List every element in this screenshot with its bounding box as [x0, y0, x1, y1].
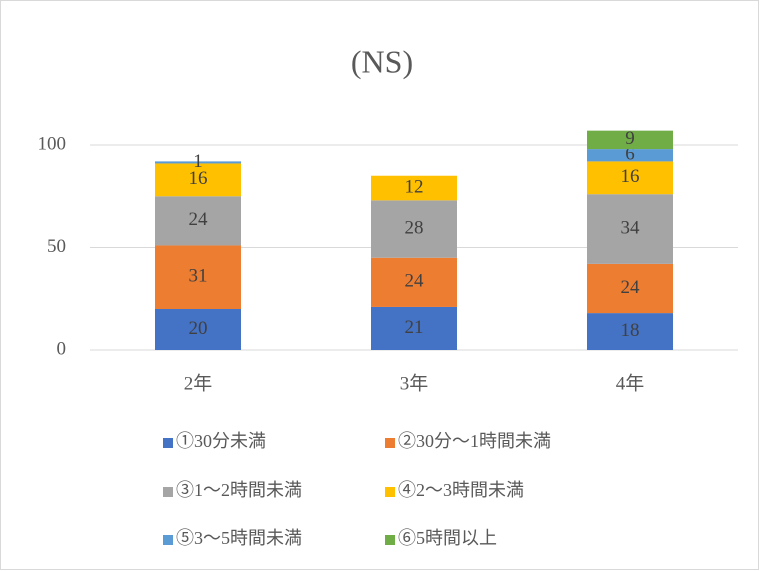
bar-segment: [155, 161, 241, 164]
legend-swatch: [385, 438, 395, 448]
value-label: 9: [625, 128, 635, 149]
bar-segment: [587, 161, 673, 195]
y-tick-label: 100: [38, 133, 67, 154]
legend-swatch: [163, 438, 173, 448]
bar-segment: [155, 163, 241, 197]
legend-label: ②30分～1時間未満: [398, 431, 551, 451]
bar-segment: [155, 309, 241, 350]
legend-label: ③1～2時間未満: [176, 480, 302, 500]
legend-label: ⑥5時間以上: [398, 528, 497, 548]
legend-swatch: [385, 487, 395, 497]
bar-segment: [587, 194, 673, 264]
value-label: 24: [405, 271, 425, 292]
value-label: 16: [189, 168, 208, 189]
value-label: 31: [189, 266, 208, 287]
bar-segment: [371, 306, 457, 350]
legend-swatch: [385, 535, 395, 545]
value-label: 16: [621, 166, 640, 187]
x-tick-label: 4年: [616, 372, 645, 394]
legend-swatch: [163, 535, 173, 545]
value-label: 34: [621, 217, 641, 238]
bar-segment: [155, 245, 241, 309]
value-label: 21: [405, 317, 424, 338]
bar-segment: [587, 130, 673, 150]
x-tick-label: 2年: [184, 372, 213, 394]
value-label: 6: [625, 144, 635, 165]
legend-swatch: [163, 487, 173, 497]
value-label: 28: [405, 217, 424, 238]
value-label: 12: [405, 176, 424, 197]
value-label: 1: [193, 151, 203, 172]
legend-label: ①30分未満: [176, 431, 266, 451]
value-label: 20: [189, 318, 208, 339]
legend-label: ⑤3～5時間未満: [176, 528, 302, 548]
bar-segment: [587, 149, 673, 162]
bar-segment: [155, 196, 241, 246]
value-label: 24: [621, 277, 641, 298]
legend-label: ④2～3時間未満: [398, 480, 524, 500]
x-tick-label: 3年: [400, 372, 429, 394]
bar-segment: [587, 313, 673, 350]
y-tick-label: 0: [57, 338, 67, 359]
bar-segment: [587, 263, 673, 314]
bar-segment: [371, 175, 457, 201]
y-tick-label: 50: [47, 236, 66, 257]
bar-segment: [371, 257, 457, 307]
value-label: 18: [621, 320, 640, 341]
bar-segment: [371, 200, 457, 258]
chart-title: (NS): [351, 43, 413, 79]
value-label: 24: [189, 209, 209, 230]
